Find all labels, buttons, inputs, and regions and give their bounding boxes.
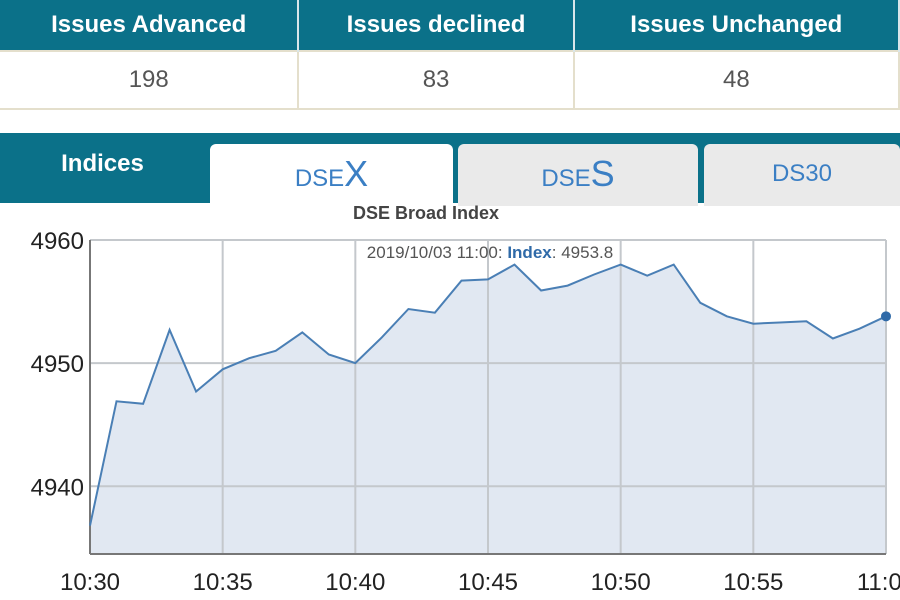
tab-dses-suffix: S [590, 153, 615, 194]
x-tick-label: 10:45 [458, 569, 518, 596]
indices-tab-bar: Indices DSEX DSES DS30 [0, 133, 900, 214]
chart-tooltip: 2019/10/03 11:00: Index: 4953.8 [367, 243, 613, 262]
tab-dsex[interactable]: DSEX [210, 144, 453, 214]
tooltip-sep: : [552, 243, 557, 262]
tooltip-date: 2019/10/03 11:00: [367, 243, 503, 262]
header-issues-advanced: Issues Advanced [0, 0, 300, 51]
x-tick-label: 10:55 [723, 569, 783, 596]
tab-ds30[interactable]: DS30 [704, 144, 900, 206]
chart-title: DSE Broad Index [353, 203, 499, 223]
indices-label: Indices [61, 150, 144, 177]
y-tick-label: 4950 [31, 351, 84, 378]
tab-dsex-suffix: X [344, 153, 369, 194]
tab-dsex-prefix: DSE [294, 165, 345, 192]
x-tick-label: 11:00 [857, 569, 900, 596]
highlighted-point [881, 311, 891, 322]
header-issues-unchanged: Issues Unchanged [573, 0, 900, 51]
x-tick-label: 10:40 [325, 569, 385, 596]
tab-dses[interactable]: DSES [458, 144, 698, 206]
header-issues-declined: Issues declined [298, 0, 575, 51]
x-tick-label: 10:35 [193, 569, 253, 596]
value-issues-unchanged: 48 [573, 50, 900, 110]
index-chart: 10:30 10:35 10:40 10:45 10:50 10:55 11:00 4940 4… [31, 203, 900, 596]
x-tick-label: 10:30 [60, 569, 120, 596]
x-tick-label: 10:50 [591, 569, 651, 596]
tab-dses-prefix: DSE [541, 165, 591, 192]
series-line [89, 263, 887, 526]
market-stats-table: Issues Advanced Issues declined Issues U… [0, 0, 900, 110]
tooltip-value: 4953.8 [561, 243, 613, 262]
y-tick-label: 4940 [31, 474, 84, 501]
value-issues-declined: 83 [298, 50, 575, 110]
tooltip-series: Index [507, 243, 552, 262]
y-tick-label: 4960 [31, 228, 84, 255]
value-issues-advanced: 198 [0, 50, 300, 110]
